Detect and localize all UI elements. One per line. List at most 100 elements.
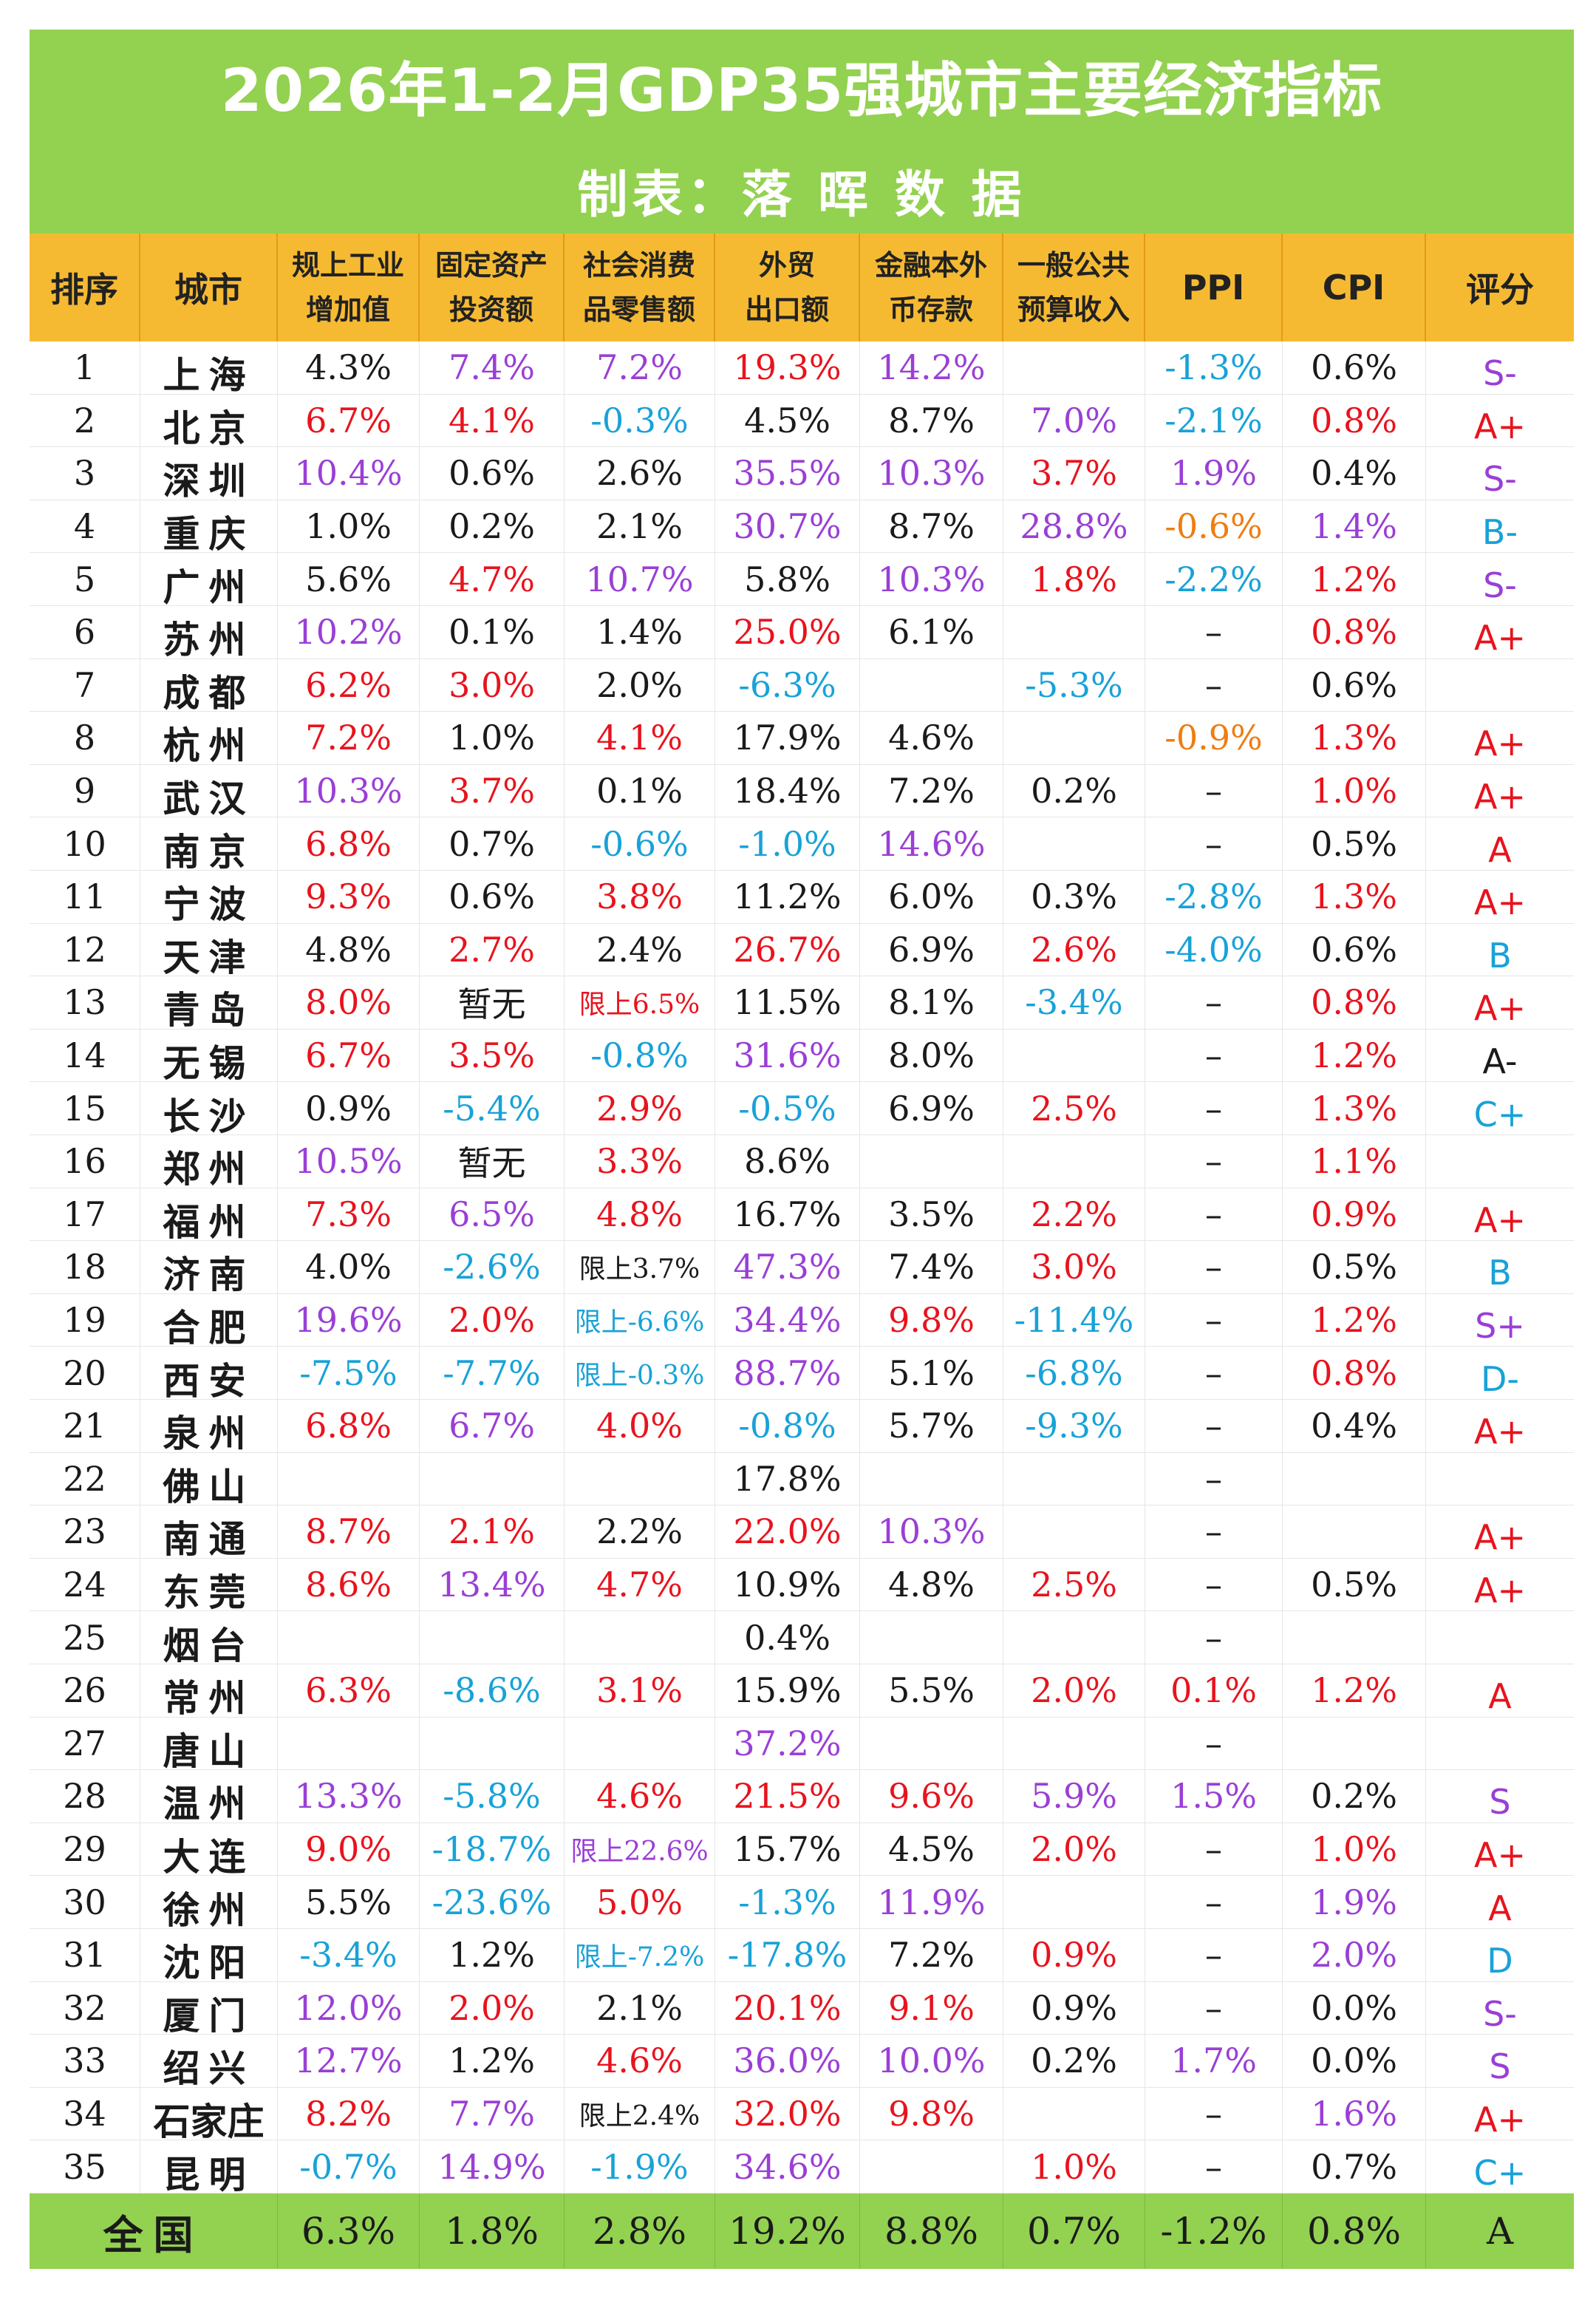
table-row: 23 南通 8.7% 2.1% 2.2% 22.0% 10.3% – A+ — [30, 1505, 1574, 1561]
table-row: 4 重庆 1.0% 0.2% 2.1% 30.7% 8.7% 28.8% -0.6% 1.4% B- — [30, 500, 1574, 556]
investment-cell: 0.6% — [420, 447, 565, 500]
rank-cell: 21 — [30, 1400, 140, 1453]
grade-cell: A+ — [1426, 395, 1574, 448]
cpi-cell: 0.0% — [1283, 1981, 1426, 2035]
cpi-cell: 0.8% — [1283, 606, 1426, 659]
ppi-cell: -2.1% — [1145, 394, 1283, 448]
header-revenue-line: 一般公共 — [1017, 249, 1130, 282]
cpi-cell: 1.2% — [1283, 1664, 1426, 1718]
revenue-cell: -6.8% — [1003, 1347, 1145, 1400]
revenue-cell: -11.4% — [1003, 1293, 1145, 1347]
export-cell: 37.2% — [715, 1717, 860, 1771]
investment-cell: 2.0% — [420, 1293, 565, 1347]
revenue-cell: 1.8% — [1003, 553, 1145, 606]
export-cell: 34.4% — [715, 1293, 860, 1347]
table-row: 2 北京 6.7% 4.1% -0.3% 4.5% 8.7% 7.0% -2.1% 0.8% A+ — [30, 394, 1574, 450]
city-cell: 郑州 — [140, 1135, 278, 1191]
header-investment-line: 固定资产 — [434, 249, 548, 282]
retail-cell: 2.6% — [565, 447, 715, 500]
table-row: 9 武汉 10.3% 3.7% 0.1% 18.4% 7.2% 0.2% –1.0% A+ — [30, 764, 1574, 820]
ppi-cell: – — [1145, 1717, 1283, 1771]
cpi-cell: 0.5% — [1283, 817, 1426, 871]
retail-cell: -1.9% — [565, 2140, 715, 2194]
grade-cell: S — [1426, 1770, 1574, 1823]
city-cell: 长沙 — [140, 1082, 278, 1138]
rank-cell: 24 — [30, 1558, 140, 1612]
cpi-cell: 0.8% — [1283, 1347, 1426, 1400]
cpi-cell: 0.9% — [1283, 1188, 1426, 1242]
revenue-cell — [1003, 1717, 1145, 1771]
industry-cell — [278, 1717, 420, 1771]
revenue-cell: 0.9% — [1003, 1981, 1145, 2035]
investment-cell: 2.7% — [420, 923, 565, 977]
grade-cell: S- — [1426, 341, 1574, 395]
export-cell: 5.8% — [715, 553, 860, 606]
cpi-cell: 1.1% — [1283, 1135, 1426, 1188]
city-cell: 宁波 — [140, 871, 278, 926]
export-cell: 30.7% — [715, 500, 860, 554]
header-deposits: 金融本外 币存款 — [860, 234, 1003, 341]
deposits-cell: 9.6% — [860, 1770, 1003, 1823]
rank-cell: 11 — [30, 871, 140, 924]
ppi-cell: – — [1145, 1876, 1283, 1929]
investment-cell: 13.4% — [420, 1558, 565, 1612]
deposits-cell: 9.8% — [860, 1293, 1003, 1347]
rank-cell: 20 — [30, 1347, 140, 1400]
grade-cell: A — [1426, 1876, 1574, 1929]
export-cell: -0.5% — [715, 1082, 860, 1135]
industry-cell: 10.4% — [278, 447, 420, 500]
investment-cell: 7.7% — [420, 2087, 565, 2141]
title-banner: 2026年1-2月GDP35强城市主要经济指标 制表：落 晖 数 据 — [30, 30, 1574, 234]
export-cell: 16.7% — [715, 1188, 860, 1242]
industry-cell: 5.5% — [278, 1876, 420, 1929]
city-cell: 温州 — [140, 1770, 278, 1825]
table-row: 16 郑州 10.5% 暂无 3.3% 8.6% –1.1% — [30, 1135, 1574, 1191]
grade-cell: S- — [1426, 1982, 1574, 2035]
retail-cell: 限上6.5% — [565, 976, 715, 1030]
deposits-cell: 8.0% — [860, 1029, 1003, 1083]
ppi-cell: – — [1145, 1241, 1283, 1294]
investment-cell: -18.7% — [420, 1823, 565, 1876]
revenue-cell — [1003, 712, 1145, 765]
cpi-cell: 0.4% — [1283, 1400, 1426, 1453]
rank-cell: 26 — [30, 1664, 140, 1718]
investment-cell — [420, 1452, 565, 1506]
table-row: 19 合肥 19.6% 2.0% 限上-6.6% 34.4% 9.8% -11.4% –1.2%… — [30, 1293, 1574, 1350]
city-cell: 上海 — [140, 341, 278, 397]
rank-cell: 7 — [30, 659, 140, 712]
export-cell: 11.5% — [715, 976, 860, 1030]
cpi-cell: 0.5% — [1283, 1241, 1426, 1294]
table-row: 11 宁波 9.3% 0.6% 3.8% 11.2% 6.0% 0.3% -2.8% 1.3% A+ — [30, 871, 1574, 926]
deposits-cell: 11.9% — [860, 1876, 1003, 1929]
revenue-cell: 0.2% — [1003, 2035, 1145, 2088]
grade-cell: S- — [1426, 447, 1574, 500]
export-cell: 47.3% — [715, 1241, 860, 1294]
rank-cell: 15 — [30, 1082, 140, 1135]
revenue-cell — [1003, 1611, 1145, 1664]
city-cell: 广州 — [140, 553, 278, 609]
header-ppi-line: PPI — [1181, 268, 1245, 307]
table-row: 22 佛山 17.8% – — [30, 1452, 1574, 1508]
revenue-cell: 2.6% — [1003, 923, 1145, 977]
table-row: 3 深圳 10.4% 0.6% 2.6% 35.5% 10.3% 3.7% 1.9% 0.4% S- — [30, 447, 1574, 503]
ppi-cell: – — [1145, 1029, 1283, 1083]
table-row: 25 烟台 0.4% – — [30, 1611, 1574, 1667]
retail-cell: 2.1% — [565, 1981, 715, 2035]
deposits-cell: 4.8% — [860, 1558, 1003, 1612]
city-cell: 西安 — [140, 1347, 278, 1403]
export-cell: 21.5% — [715, 1770, 860, 1823]
industry-cell: 9.3% — [278, 871, 420, 924]
rank-cell: 13 — [30, 976, 140, 1030]
cpi-cell: 0.7% — [1283, 2140, 1426, 2194]
national-label: 全国 — [30, 2194, 278, 2269]
export-cell: 22.0% — [715, 1505, 860, 1559]
rank-cell: 31 — [30, 1929, 140, 1982]
deposits-cell: 14.6% — [860, 817, 1003, 871]
industry-cell: 10.2% — [278, 606, 420, 659]
deposits-cell: 3.5% — [860, 1188, 1003, 1242]
city-cell: 合肥 — [140, 1293, 278, 1350]
retail-cell: 5.0% — [565, 1876, 715, 1929]
investment-cell: 6.7% — [420, 1400, 565, 1453]
rank-cell: 6 — [30, 606, 140, 659]
city-cell: 泉州 — [140, 1400, 278, 1455]
